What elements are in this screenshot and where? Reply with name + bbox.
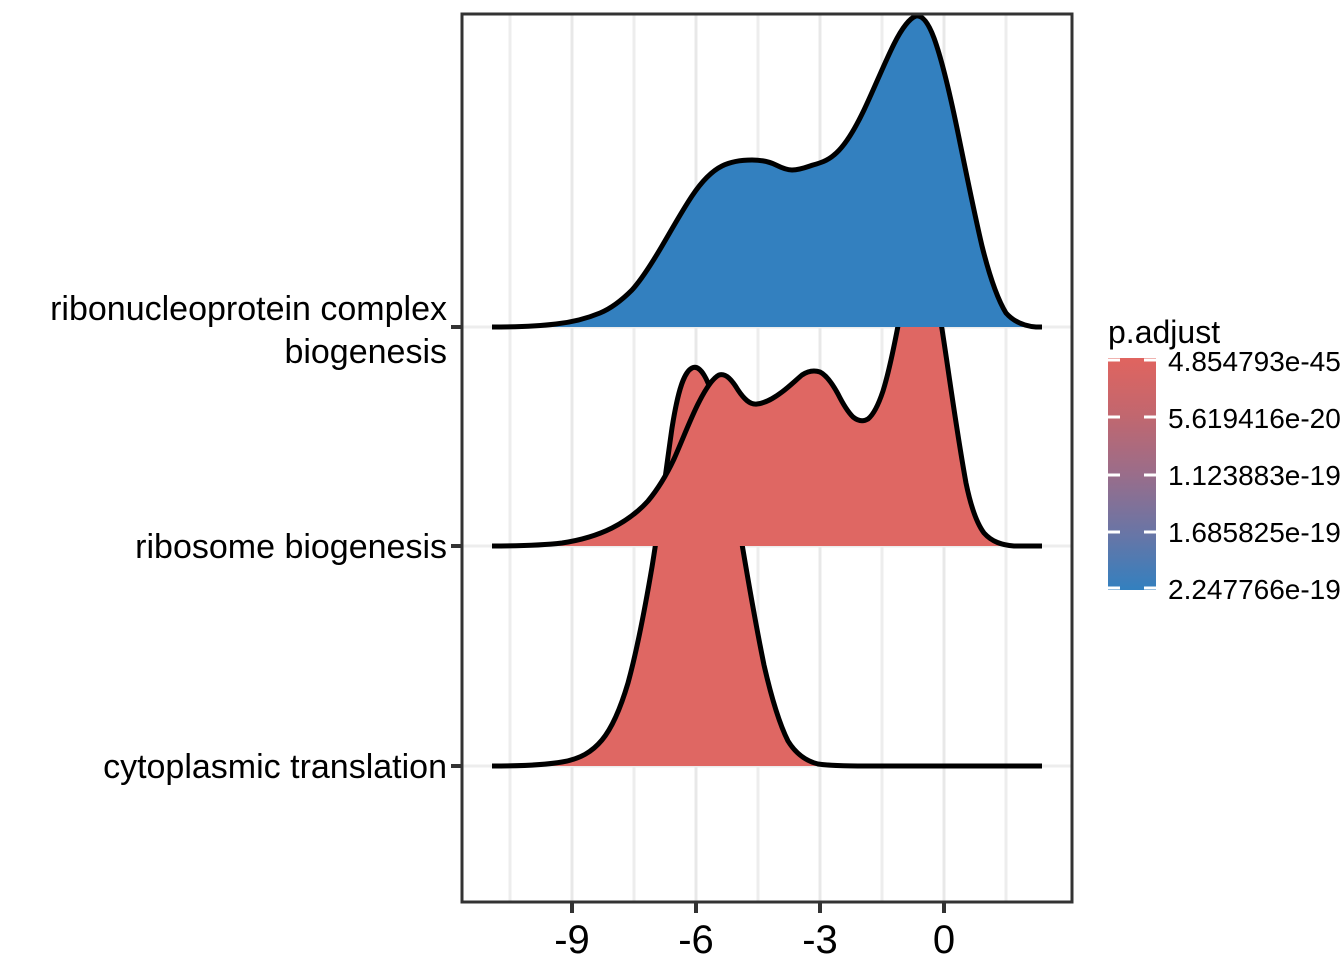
category-label-ribosome-biogenesis: ribosome biogenesis [135,528,447,566]
legend-title: p.adjust [1108,314,1220,350]
category-label-ribonucleoprotein-line2: biogenesis [284,333,447,371]
ridge-area-ribonucleoprotein-complex-biogenesis [491,13,1042,330]
ridge-area-cytoplasmic-translation [491,364,1042,769]
x-tick-label-2: -3 [802,918,838,960]
legend-label-2: 1.123883e-19 [1168,460,1341,491]
legend-label-3: 1.685825e-19 [1168,517,1341,548]
legend-label-4: 2.247766e-19 [1168,574,1341,605]
category-label-cytoplasmic-translation: cytoplasmic translation [103,748,447,786]
x-tick-label-3: 0 [933,918,955,960]
ridge-ribonucleoprotein-complex-biogenesis [491,13,1042,330]
category-label-ribonucleoprotein-line1: ribonucleoprotein complex [50,290,447,328]
legend-colorbar-ticks [1108,358,1156,590]
legend-label-1: 5.619416e-20 [1168,403,1341,434]
x-tick-label-0: -9 [554,918,590,960]
y-axis-ticks [451,325,462,768]
legend-label-0: 4.854793e-45 [1168,346,1341,377]
ridge-cytoplasmic-translation [491,364,1042,769]
x-tick-label-1: -6 [678,918,714,960]
x-axis-ticks [570,902,946,913]
panel-border [460,12,1074,904]
legend: p.adjust 4.854793e-45 5.619416e-20 1.123… [1108,314,1341,605]
